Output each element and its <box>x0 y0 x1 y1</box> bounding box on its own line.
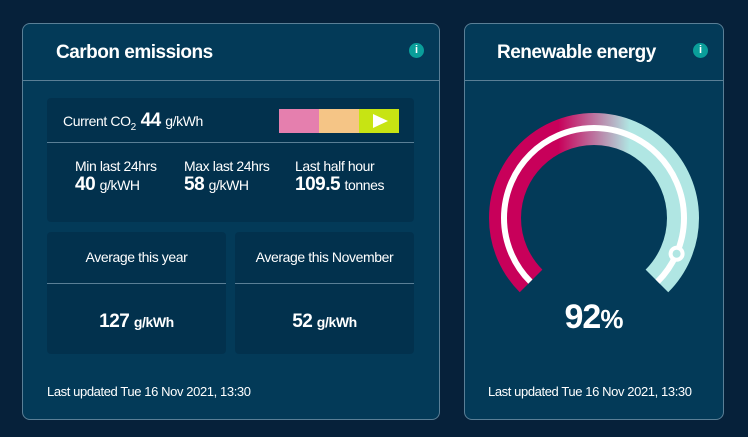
renewable-percent: 92% <box>564 298 624 336</box>
renewable-gauge <box>489 113 699 293</box>
stat-min: Min last 24hrs 40 g/kWH <box>75 158 157 195</box>
stat-max: Max last 24hrs 58 g/kWH <box>184 158 270 195</box>
card-header: Carbon emissions i <box>23 24 439 81</box>
gauge-knob <box>668 245 685 262</box>
average-year-value: 127 g/kWh <box>99 311 174 332</box>
card-title: Renewable energy <box>497 42 656 63</box>
current-co2-panel: Current CO2 44 g/kWh Min last 24hrs 40 g… <box>47 98 414 222</box>
divider <box>47 283 226 284</box>
average-month-panel: Average this November 52 g/kWh <box>235 232 414 354</box>
last-updated: Last updated Tue 16 Nov 2021, 13:30 <box>47 384 251 399</box>
card-title: Carbon emissions <box>56 42 213 63</box>
divider <box>235 283 414 284</box>
last-updated: Last updated Tue 16 Nov 2021, 13:30 <box>488 384 692 399</box>
intensity-scale <box>279 109 399 133</box>
scale-segment-medium <box>319 109 359 133</box>
average-month-value: 52 g/kWh <box>292 311 357 332</box>
scale-segment-low <box>359 109 399 133</box>
stat-last-half-hour: Last half hour 109.5 tonnes <box>295 158 385 195</box>
info-icon[interactable]: i <box>409 43 424 58</box>
current-co2-value: 44 <box>140 110 162 131</box>
gauge-line <box>501 125 687 284</box>
card-header: Renewable energy i <box>465 24 723 81</box>
renewable-energy-card: Renewable energy i 92% Last updated Tue … <box>464 23 724 420</box>
divider <box>47 142 414 143</box>
scale-segment-high <box>279 109 319 133</box>
play-indicator-icon <box>373 114 388 128</box>
current-co2-row: Current CO2 44 g/kWh <box>63 110 203 134</box>
info-icon[interactable]: i <box>693 43 708 58</box>
average-year-panel: Average this year 127 g/kWh <box>47 232 226 354</box>
carbon-emissions-card: Carbon emissions i Current CO2 44 g/kWh … <box>22 23 440 420</box>
